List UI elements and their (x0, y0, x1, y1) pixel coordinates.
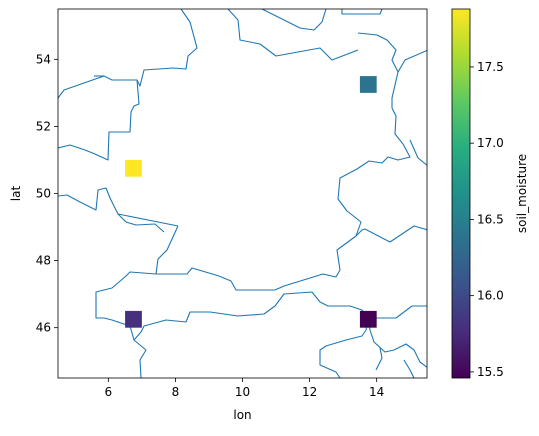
y-axis-label: lat (9, 186, 23, 202)
y-tick-label: 52 (36, 119, 51, 133)
data-cell (125, 159, 142, 177)
y-tick-label: 46 (36, 321, 51, 335)
x-tick-label: 6 (104, 385, 112, 399)
y-tick-label: 54 (36, 52, 51, 66)
data-cell (359, 76, 377, 93)
x-tick-label: 12 (302, 385, 317, 399)
colorbar-tick-label: 16.0 (477, 289, 504, 303)
data-cell (125, 310, 142, 328)
data-cell (359, 310, 377, 328)
x-axis-label: lon (233, 408, 251, 422)
y-tick-label: 48 (36, 254, 51, 268)
x-tick-label: 14 (369, 385, 384, 399)
colorbar-ticks: 15.5 16.0 16.5 17.0 17.5 (470, 60, 504, 379)
colorbar-tick-label: 15.5 (477, 365, 504, 379)
colorbar-tick-label: 16.5 (477, 212, 504, 226)
x-tick-label: 8 (172, 385, 180, 399)
colorbar (451, 8, 471, 379)
colorbar-tick-label: 17.0 (477, 136, 504, 150)
y-axis-ticks: 46 48 50 52 54 (36, 52, 58, 335)
colorbar-label: soil_moisture (515, 154, 529, 233)
y-tick-label: 50 (36, 187, 51, 201)
x-tick-label: 10 (235, 385, 250, 399)
x-axis-ticks: 6 8 10 12 14 (104, 378, 384, 399)
data-cells (125, 76, 377, 328)
colorbar-tick-label: 17.5 (477, 60, 504, 74)
